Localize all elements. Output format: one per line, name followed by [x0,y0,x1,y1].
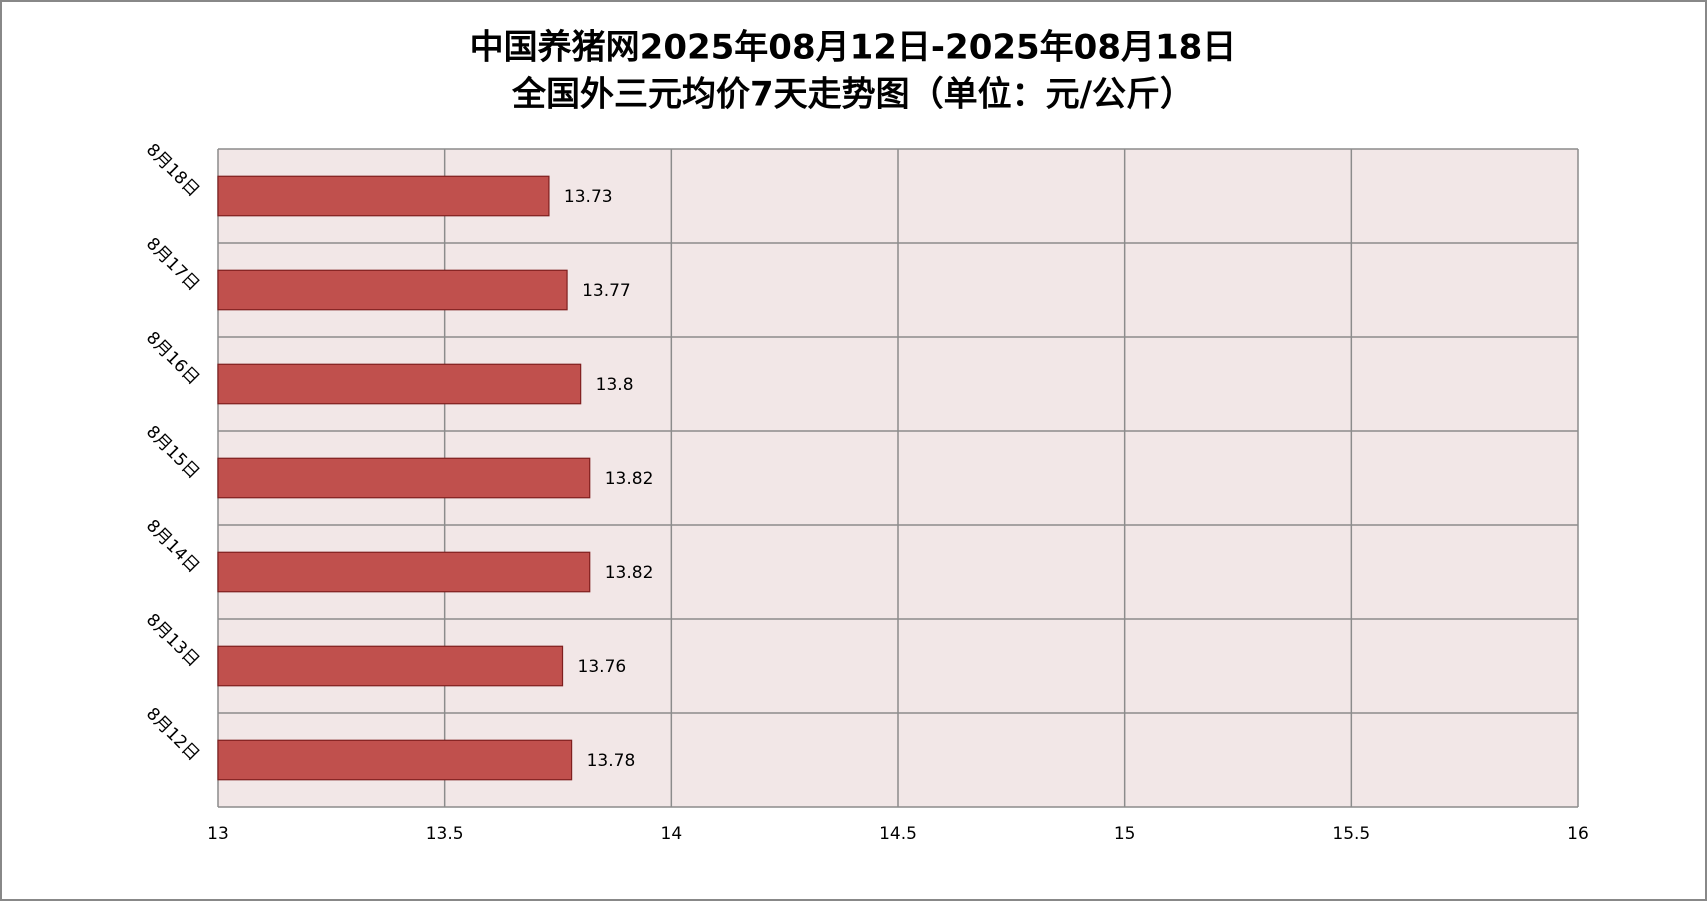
data-label: 13.82 [605,469,654,489]
bar [217,739,573,781]
x-tick-label: 13.5 [426,824,464,844]
x-tick-label: 15.5 [1332,824,1370,844]
bar [217,551,591,593]
bar [217,175,550,217]
bar [217,269,568,311]
x-tick-label: 14 [661,824,683,844]
x-tick-label: 13 [207,824,229,844]
data-label: 13.78 [587,751,636,771]
bar [217,363,582,405]
x-tick-label: 15 [1114,824,1136,844]
data-label: 13.8 [596,375,634,395]
bar [217,645,564,687]
chart-subtitle: 全国外三元均价7天走势图（单位：元/公斤） [511,75,1194,115]
data-label: 13.73 [564,187,613,207]
x-tick-label: 16 [1567,824,1589,844]
data-label: 13.77 [582,281,631,301]
bar [217,457,591,499]
data-label: 13.82 [605,563,654,583]
chart-title: 中国养猪网2025年08月12日-2025年08月18日 [470,28,1237,68]
x-tick-label: 14.5 [879,824,917,844]
data-label: 13.76 [578,657,627,677]
